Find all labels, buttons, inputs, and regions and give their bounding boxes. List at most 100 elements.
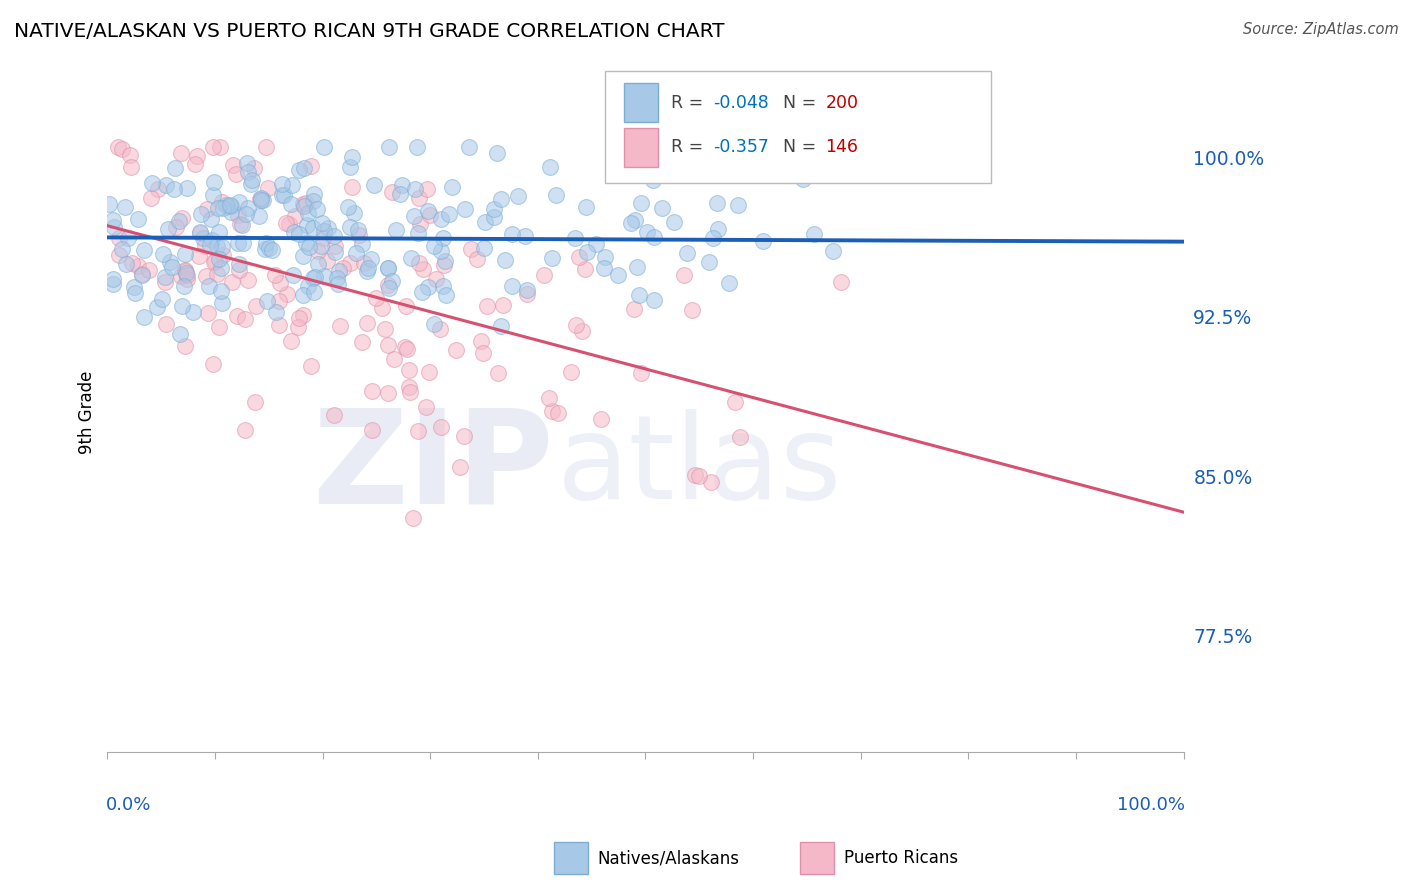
Point (299, 359, 322, 374)
Point (215, 198, 238, 212)
Point (533, 268, 555, 282)
Point (316, 253, 339, 268)
Point (202, 175, 225, 189)
Point (291, 288, 314, 302)
Point (453, 429, 475, 443)
Point (395, 299, 418, 313)
Point (506, 189, 529, 203)
Point (217, 199, 239, 213)
Point (486, 366, 509, 380)
Point (304, 270, 326, 285)
Point (433, 254, 456, 268)
Point (568, 250, 591, 264)
Point (231, 218, 253, 232)
Point (159, 255, 181, 269)
Point (226, 309, 249, 323)
Point (830, 275, 852, 289)
Point (516, 283, 538, 297)
Point (103, 219, 125, 234)
Point (399, 384, 422, 399)
Point (429, 322, 451, 336)
Point (270, 178, 292, 192)
Point (291, 249, 314, 263)
Point (538, 391, 561, 405)
Point (751, 234, 773, 248)
Point (395, 342, 418, 356)
Point (257, 241, 280, 255)
Point (415, 401, 437, 415)
Text: 100.0%: 100.0% (1116, 796, 1185, 814)
Point (416, 280, 439, 294)
Point (449, 460, 471, 475)
Point (356, 264, 378, 278)
Point (337, 200, 360, 214)
Point (297, 219, 319, 233)
Point (501, 227, 523, 241)
Point (434, 287, 457, 301)
Point (727, 198, 749, 212)
Point (187, 248, 209, 262)
Point (406, 226, 429, 240)
Point (165, 220, 187, 235)
Point (702, 230, 724, 244)
Point (225, 167, 247, 181)
Point (228, 263, 250, 277)
Point (353, 255, 375, 269)
Point (298, 240, 321, 254)
Point (146, 182, 169, 196)
Point (174, 262, 197, 277)
Point (254, 235, 277, 250)
Point (245, 299, 267, 313)
Point (389, 187, 412, 202)
Point (120, 160, 142, 174)
Point (651, 201, 673, 215)
Point (585, 237, 607, 252)
Point (184, 157, 207, 171)
Point (314, 223, 336, 237)
Point (134, 243, 156, 257)
Point (194, 238, 217, 252)
Point (432, 231, 454, 245)
Point (415, 182, 437, 196)
Text: Puerto Ricans: Puerto Ricans (844, 849, 957, 867)
Point (302, 285, 325, 299)
Point (208, 226, 231, 240)
Text: Source: ZipAtlas.com: Source: ZipAtlas.com (1243, 22, 1399, 37)
Point (377, 338, 399, 352)
Point (160, 260, 183, 274)
Point (697, 254, 720, 268)
Point (228, 195, 250, 210)
Point (247, 209, 270, 223)
Point (155, 317, 177, 331)
Point (381, 274, 404, 288)
Point (643, 229, 665, 244)
Point (307, 257, 329, 271)
Point (186, 149, 208, 163)
Point (423, 238, 446, 252)
Point (219, 199, 242, 213)
Point (377, 260, 399, 275)
Text: N =: N = (783, 138, 823, 156)
Point (252, 193, 274, 207)
Text: atlas: atlas (557, 409, 842, 524)
Point (401, 252, 423, 266)
Point (492, 298, 515, 312)
Point (297, 279, 319, 293)
Point (408, 191, 430, 205)
Point (280, 196, 302, 211)
Point (176, 272, 198, 286)
Point (623, 301, 645, 316)
Point (271, 188, 294, 202)
Point (302, 271, 325, 285)
Point (440, 179, 463, 194)
Point (474, 215, 496, 229)
Point (486, 145, 509, 160)
Point (325, 271, 347, 285)
Point (238, 164, 260, 178)
Point (792, 171, 814, 186)
Point (472, 241, 495, 255)
Point (200, 212, 222, 227)
Point (429, 420, 451, 434)
Point (706, 222, 728, 236)
Point (124, 285, 146, 300)
